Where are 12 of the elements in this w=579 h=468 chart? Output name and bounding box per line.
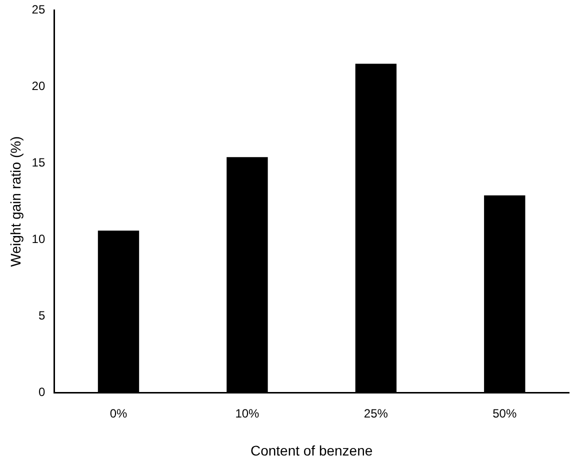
y-tick-label: 0 xyxy=(38,385,46,400)
y-tick-label: 25 xyxy=(32,2,46,17)
y-tick-label: 15 xyxy=(32,156,46,170)
x-tick-label: 10% xyxy=(235,406,260,420)
x-axis-title: Content of benzene xyxy=(250,442,373,458)
y-tick-label: 5 xyxy=(38,308,46,323)
y-tick-label: 10 xyxy=(32,232,46,246)
y-axis-title: Weight gain ratio (%) xyxy=(7,136,24,267)
y-tick-label: 20 xyxy=(32,79,46,94)
x-tick-label: 50% xyxy=(492,406,517,420)
x-tick-label: 0% xyxy=(110,406,128,420)
x-tick-label: 25% xyxy=(364,406,388,420)
